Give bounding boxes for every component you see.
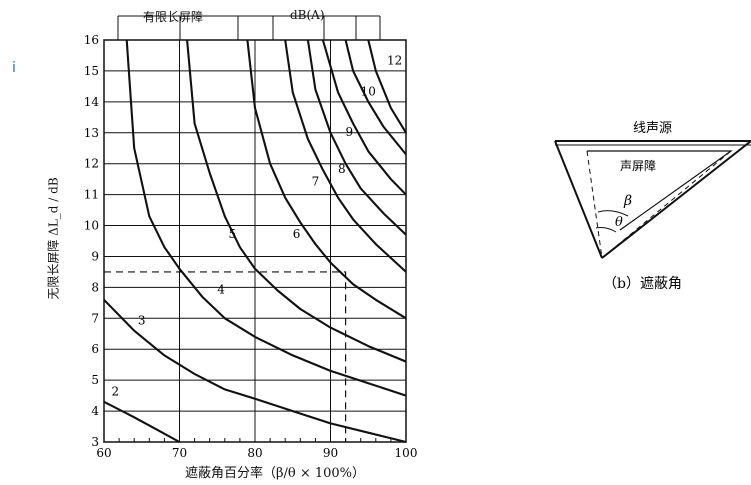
- triangle-right-edge: [601, 140, 751, 259]
- curve-label-9: 9: [346, 125, 354, 139]
- y-tick-label-7: 7: [91, 311, 99, 325]
- x-axis-label: 遮蔽角百分率（β/θ × 100%）: [184, 466, 366, 481]
- curve-label-4: 4: [217, 283, 225, 297]
- top-label-finite-barrier: 有限长屏障: [143, 10, 204, 24]
- diagram-geometry: [554, 140, 751, 259]
- y-tick-label-13: 13: [84, 126, 99, 140]
- y-tick-label-9: 9: [91, 249, 99, 263]
- curve-4: [125, 39, 407, 397]
- y-tick-label-6: 6: [91, 342, 99, 356]
- curve-5: [186, 39, 407, 363]
- theta-label: θ: [615, 215, 623, 230]
- y-tick-label-4: 4: [91, 404, 99, 418]
- y-tick-label-8: 8: [91, 280, 99, 294]
- curve-label-5: 5: [229, 227, 237, 241]
- curve-label-6: 6: [293, 227, 301, 241]
- curve-3: [103, 299, 407, 444]
- y-tick-label-15: 15: [84, 64, 99, 78]
- curve-label-12: 12: [387, 54, 402, 68]
- y-tick-label-3: 3: [91, 435, 99, 449]
- curve-label-8: 8: [338, 162, 346, 176]
- curve-label-2: 2: [112, 385, 120, 399]
- curve-7: [284, 39, 407, 273]
- y-tick-label-12: 12: [84, 157, 99, 171]
- curve-8: [306, 39, 407, 236]
- x-tick-label-90: 90: [323, 446, 338, 460]
- top-label-unit: dB(A): [290, 8, 325, 22]
- plot-frame: [103, 39, 407, 443]
- x-tick-label-60: 60: [96, 446, 111, 460]
- theta-arc: [595, 227, 617, 233]
- y-tick-label-5: 5: [91, 373, 99, 387]
- y-tick-label-11: 11: [84, 188, 99, 202]
- curve-6: [246, 39, 407, 320]
- x-tick-label-100: 100: [395, 446, 418, 460]
- reference-dashed-line: [104, 271, 347, 442]
- line-source-label: 线声源: [633, 121, 672, 136]
- triangle-left-edge: [554, 140, 603, 259]
- curve-12: [367, 39, 407, 134]
- dashed-ray-right: [601, 150, 732, 259]
- curve-2: [103, 400, 181, 443]
- beta-arc: [597, 210, 629, 217]
- y-tick-label-14: 14: [84, 95, 100, 109]
- y-tick-label-16: 16: [84, 33, 99, 47]
- curve-label-10: 10: [361, 85, 376, 99]
- curve-label-3: 3: [138, 313, 146, 327]
- curve-10: [344, 39, 407, 156]
- x-tick-label-70: 70: [172, 446, 187, 460]
- barrier-outline: [587, 150, 733, 231]
- y-tick-label-10: 10: [84, 219, 99, 233]
- curve-9: [321, 39, 407, 196]
- beta-label: β: [623, 193, 632, 209]
- diagram-caption: （b）遮蔽角: [603, 276, 682, 292]
- barrier-label: 声屏障: [620, 158, 656, 173]
- curve-label-7: 7: [312, 174, 320, 188]
- x-tick-label-80: 80: [247, 446, 262, 460]
- dashed-ray-left: [586, 150, 603, 259]
- stray-mark: i: [12, 60, 16, 76]
